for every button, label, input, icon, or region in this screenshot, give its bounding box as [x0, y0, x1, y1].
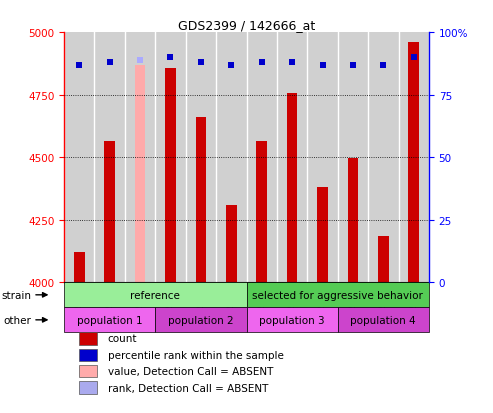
Bar	[338, 33, 368, 282]
Text: percentile rank within the sample: percentile rank within the sample	[108, 350, 284, 360]
Bar	[307, 33, 338, 282]
Text: reference: reference	[130, 290, 180, 300]
Bar	[408, 43, 419, 282]
Bar	[64, 282, 246, 308]
Bar	[256, 142, 267, 282]
Bar	[246, 308, 338, 332]
Bar	[125, 33, 155, 282]
Bar	[226, 205, 237, 282]
Text: selected for aggressive behavior: selected for aggressive behavior	[252, 290, 423, 300]
Bar	[246, 282, 429, 308]
Bar	[79, 332, 97, 345]
Bar	[216, 33, 246, 282]
Bar	[398, 33, 429, 282]
Bar	[338, 308, 429, 332]
Bar	[368, 33, 398, 282]
Bar	[79, 349, 97, 361]
Bar	[186, 33, 216, 282]
Bar	[155, 308, 246, 332]
Text: rank, Detection Call = ABSENT: rank, Detection Call = ABSENT	[108, 383, 268, 393]
Bar	[277, 33, 307, 282]
Text: population 3: population 3	[259, 315, 325, 325]
Bar	[196, 118, 206, 282]
Text: population 1: population 1	[77, 315, 142, 325]
Text: population 2: population 2	[168, 315, 234, 325]
Title: GDS2399 / 142666_at: GDS2399 / 142666_at	[178, 19, 315, 32]
Bar	[79, 382, 97, 394]
Bar	[135, 66, 145, 282]
Bar	[287, 94, 297, 282]
Text: population 4: population 4	[351, 315, 416, 325]
Bar	[155, 33, 186, 282]
Bar	[79, 365, 97, 377]
Bar	[378, 237, 388, 282]
Bar	[64, 33, 95, 282]
Text: count: count	[108, 334, 138, 344]
Bar	[348, 159, 358, 282]
Bar	[64, 308, 155, 332]
Bar	[165, 69, 176, 282]
Bar	[317, 188, 328, 282]
Bar	[95, 33, 125, 282]
Text: value, Detection Call = ABSENT: value, Detection Call = ABSENT	[108, 366, 273, 376]
Text: strain: strain	[1, 290, 31, 300]
Bar	[105, 142, 115, 282]
Bar	[246, 33, 277, 282]
Text: other: other	[3, 315, 31, 325]
Bar	[74, 253, 85, 282]
